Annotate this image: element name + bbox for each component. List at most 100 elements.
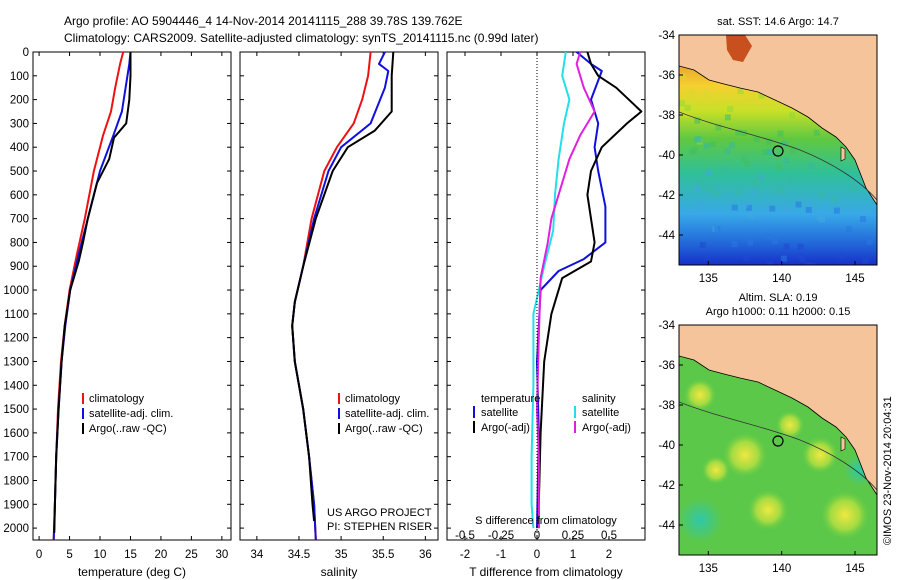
sst-map-ticks: 135 140 145 -34 -36 -38 -40 -42 -44 — [658, 30, 864, 285]
sst-pixel — [737, 88, 744, 94]
isobath-line — [679, 401, 877, 491]
sst-pixel — [705, 185, 712, 192]
sst-pixel — [747, 239, 754, 246]
legend-label: Argo(-adj) — [582, 422, 631, 434]
depth-tick-label: 1300 — [3, 356, 29, 368]
map-y-tick-label: -38 — [658, 110, 675, 122]
sst-pixel — [851, 186, 858, 193]
series-line-satellite-adj-clim- — [52, 51, 132, 541]
sla-map — [679, 325, 877, 555]
sst-pixel — [766, 233, 773, 240]
sst-pixel — [703, 142, 710, 149]
x-tick-label: 20 — [155, 549, 168, 561]
sst-pixel — [833, 207, 840, 214]
x-tick-label: 5 — [66, 549, 72, 561]
imos-timestamp: ©IMOS 23-Nov-2014 20:04:31 — [882, 396, 894, 545]
header-line-1: Argo profile: AO 5904446_4 14-Nov-2014 2… — [64, 14, 463, 28]
gulf-warm-water — [726, 35, 752, 62]
map-y-tick-label: -40 — [658, 150, 675, 162]
sst-pixel — [689, 91, 696, 98]
temperature-plot: 0 5 10 15 20 25 30 — [36, 51, 228, 561]
series-line-argo-raw-qc- — [291, 51, 395, 522]
map-x-tick-label: 145 — [845, 273, 864, 285]
x-tick-label: -2 — [460, 549, 470, 561]
sst-pixel — [712, 190, 719, 197]
map-y-tick-label: -38 — [658, 400, 675, 412]
s-difference-axis-label: S difference from climatology — [475, 515, 617, 527]
sla-anomaly-blob — [821, 491, 869, 539]
sst-pixel — [846, 226, 852, 233]
map-y-tick-label: -44 — [658, 230, 675, 242]
x-tick-label: 35 — [335, 549, 348, 561]
difference-plot: -2 -1 0 1 2 -0.5 -0.25 0 0.25 0.5 — [455, 51, 643, 561]
sst-pixel — [694, 117, 701, 124]
x-tick-label: 34.5 — [288, 549, 310, 561]
sst-pixel — [743, 254, 750, 261]
sst-pixel — [780, 255, 787, 262]
legend-label: Argo(..raw -QC) — [345, 423, 423, 435]
depth-tick-label: 1400 — [3, 380, 29, 392]
map-x-tick-label: 140 — [772, 273, 791, 285]
legend-label: climatology — [89, 393, 145, 405]
depth-axis-ticks: 0 100 200 300 400 500 600 700 800 900 1000 1100 1200… — [3, 47, 645, 535]
sst-pixel — [813, 129, 820, 136]
sst-pixel — [772, 238, 779, 245]
legend-title-salinity: salinity — [582, 393, 616, 405]
sla-anomaly-blob — [802, 437, 838, 473]
sst-pixel — [703, 91, 710, 98]
sst-pixel — [789, 112, 796, 119]
map-y-tick-label: -40 — [658, 440, 675, 452]
island-icon — [840, 146, 846, 162]
sst-pixel — [748, 212, 755, 219]
sst-pixel — [724, 148, 731, 155]
sst-pixel — [714, 226, 721, 232]
sst-pixel — [692, 209, 699, 216]
temperature-plot-frame — [32, 51, 232, 541]
sla-map-frame — [678, 324, 878, 556]
sla-anomaly-blob — [684, 379, 716, 411]
sst-pixel — [749, 189, 756, 196]
depth-tick-label: 900 — [10, 261, 29, 273]
s-tick-label: 0.5 — [601, 530, 617, 542]
sst-pixel — [775, 163, 782, 170]
sst-pixel — [766, 138, 772, 145]
sla-low-blob — [679, 498, 722, 542]
map-y-tick-label: -44 — [658, 520, 675, 532]
sst-pixel — [783, 243, 790, 250]
sst-pixel — [679, 100, 685, 107]
isobath-line — [679, 111, 877, 201]
sst-pixel — [805, 206, 812, 213]
temperature-legend: climatology satellite-adj. clim. Argo(..… — [82, 393, 173, 435]
sla-anomaly-blob — [776, 411, 804, 439]
map-y-tick-label: -42 — [658, 480, 675, 492]
depth-tick-label: 600 — [10, 190, 29, 202]
depth-tick-label: 1700 — [3, 452, 29, 464]
x-tick-label: 1 — [570, 549, 576, 561]
depth-tick-label: 200 — [10, 95, 29, 107]
sst-pixel — [783, 205, 790, 212]
sst-pixel — [699, 242, 706, 248]
sst-pixel — [684, 111, 691, 117]
depth-tick-label: 800 — [10, 237, 29, 249]
salinity-plot: 34 34.5 35 35.5 36 — [250, 51, 432, 561]
x-tick-label: 15 — [124, 549, 137, 561]
series-line-satellite — [530, 51, 571, 529]
sst-pixel — [837, 252, 844, 259]
depth-tick-label: 700 — [10, 214, 29, 226]
depth-tick-label: 100 — [10, 71, 29, 83]
s-tick-label: -0.25 — [488, 530, 514, 542]
map-x-tick-label: 135 — [699, 563, 718, 575]
sst-pixel — [783, 157, 790, 164]
map-x-tick-label: 140 — [772, 563, 791, 575]
depth-tick-label: 1000 — [3, 285, 29, 297]
legend-label: satellite-adj. clim. — [345, 408, 429, 420]
sla-map-ticks: 135 140 145 -34 -36 -38 -40 -42 -44 — [658, 320, 864, 575]
sst-pixel — [790, 147, 796, 154]
sst-pixel — [745, 204, 752, 211]
map-x-tick-label: 145 — [845, 563, 864, 575]
s-tick-label: -0.5 — [455, 530, 475, 542]
depth-tick-label: 2000 — [3, 523, 29, 535]
sst-pixel — [734, 189, 741, 196]
x-tick-label: 10 — [94, 549, 107, 561]
sst-pixel — [786, 176, 792, 183]
